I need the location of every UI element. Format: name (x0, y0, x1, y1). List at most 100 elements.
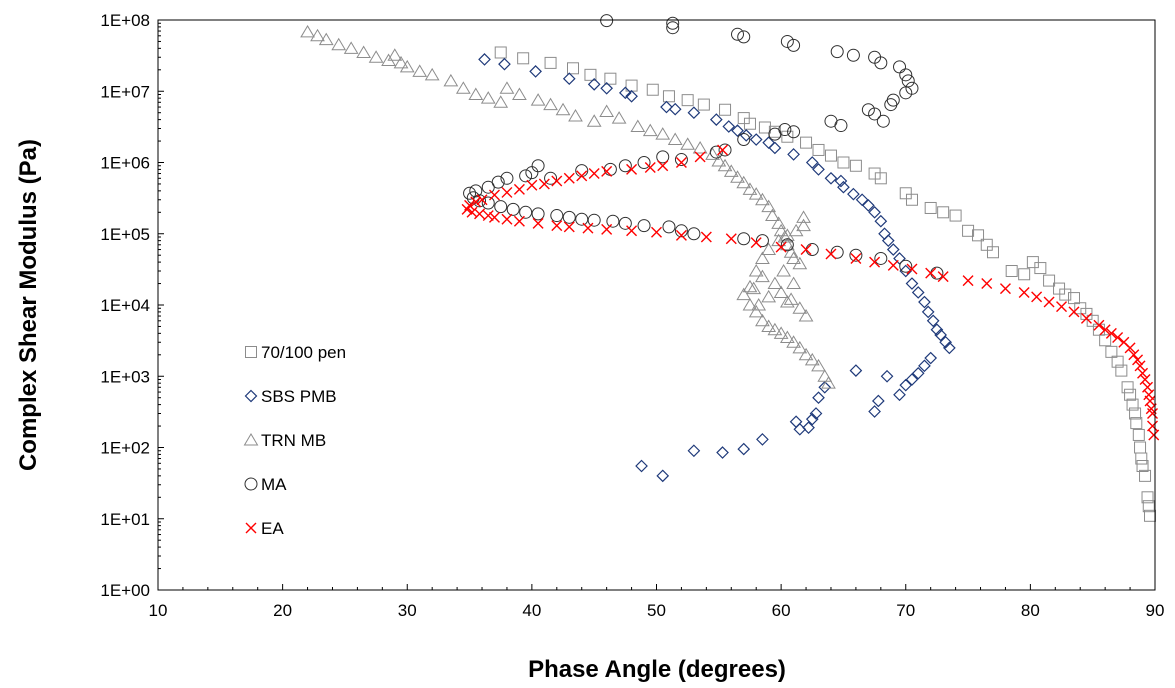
data-point (773, 223, 789, 237)
data-point (787, 148, 800, 161)
data-point (463, 186, 477, 200)
data-point (972, 229, 985, 242)
data-point (1121, 381, 1134, 394)
series-triangle (300, 24, 836, 389)
data-point (755, 269, 770, 283)
data-point (575, 212, 589, 226)
legend-label: SBS PMB (261, 387, 337, 406)
data-point (529, 65, 542, 78)
data-point (1005, 265, 1018, 278)
data-point (730, 170, 745, 183)
data-point (443, 73, 459, 87)
data-point (874, 214, 888, 228)
data-point (674, 224, 688, 238)
data-point (800, 244, 812, 256)
data-point (780, 238, 794, 252)
data-point (655, 127, 671, 140)
data-point (761, 199, 777, 213)
data-point (587, 213, 601, 227)
data-point (773, 326, 789, 339)
data-point (755, 251, 770, 264)
data-point (748, 264, 764, 277)
data-point (911, 286, 925, 299)
data-point (1135, 452, 1148, 465)
data-point (675, 229, 687, 241)
data-point (478, 53, 491, 66)
data-point (868, 405, 881, 418)
data-point (761, 289, 777, 303)
data-point (468, 87, 484, 101)
data-point (656, 469, 670, 483)
legend-marker (245, 522, 257, 534)
data-point (881, 234, 895, 248)
data-point (588, 168, 600, 180)
data-point (343, 41, 359, 54)
y-tick-label: 1E+08 (100, 11, 150, 30)
data-point (563, 172, 575, 184)
data-point (501, 186, 513, 198)
data-point (599, 104, 615, 117)
data-point (300, 24, 315, 38)
data-point (786, 335, 801, 348)
data-point (962, 224, 975, 237)
data-point (600, 14, 614, 28)
data-point (949, 209, 962, 222)
data-point (776, 264, 791, 277)
data-point (746, 281, 762, 295)
x-tick-label: 30 (398, 601, 417, 620)
data-point (551, 220, 563, 232)
plot-area-frame (157, 19, 1156, 591)
data-point (787, 38, 801, 52)
x-axis-ticks: 10 20 30 40 50 60 70 80 90 (149, 584, 1164, 620)
data-point (667, 132, 683, 146)
data-point (834, 174, 848, 188)
data-point (666, 16, 680, 30)
data-point (918, 359, 931, 373)
data-point (687, 444, 701, 458)
data-point (893, 60, 907, 74)
data-point (331, 37, 347, 51)
data-point (792, 301, 808, 314)
data-point (709, 113, 723, 126)
data-point (736, 287, 752, 301)
data-point (657, 160, 669, 172)
data-point (399, 59, 415, 73)
data-point (749, 133, 763, 146)
x-tick-label: 50 (647, 601, 666, 620)
data-point (748, 187, 764, 200)
legend-marker (243, 433, 259, 446)
data-point (470, 196, 482, 208)
data-point (837, 156, 850, 169)
data-point (723, 164, 739, 177)
data-point (779, 295, 795, 308)
series-circle (463, 14, 944, 280)
data-point (755, 192, 770, 206)
data-point (850, 252, 862, 264)
x-tick-label: 10 (149, 601, 168, 620)
data-point (656, 150, 670, 164)
series-square (494, 46, 1157, 522)
data-point (911, 366, 925, 380)
data-point (711, 154, 727, 167)
data-point (905, 277, 919, 290)
data-point (604, 72, 617, 85)
data-point (512, 87, 527, 101)
data-point (635, 459, 648, 473)
data-point (532, 217, 544, 229)
data-point (779, 228, 795, 241)
data-point (893, 252, 906, 265)
data-point (519, 169, 533, 183)
legend-label: 70/100 pen (261, 343, 346, 362)
data-point (538, 178, 550, 190)
legend-label: EA (261, 519, 284, 538)
data-point (480, 91, 496, 104)
data-point (543, 97, 558, 111)
data-point (761, 242, 777, 256)
data-point (825, 248, 837, 260)
data-point (751, 298, 767, 311)
data-point (461, 203, 473, 215)
data-point (755, 234, 769, 248)
data-point (811, 358, 826, 372)
